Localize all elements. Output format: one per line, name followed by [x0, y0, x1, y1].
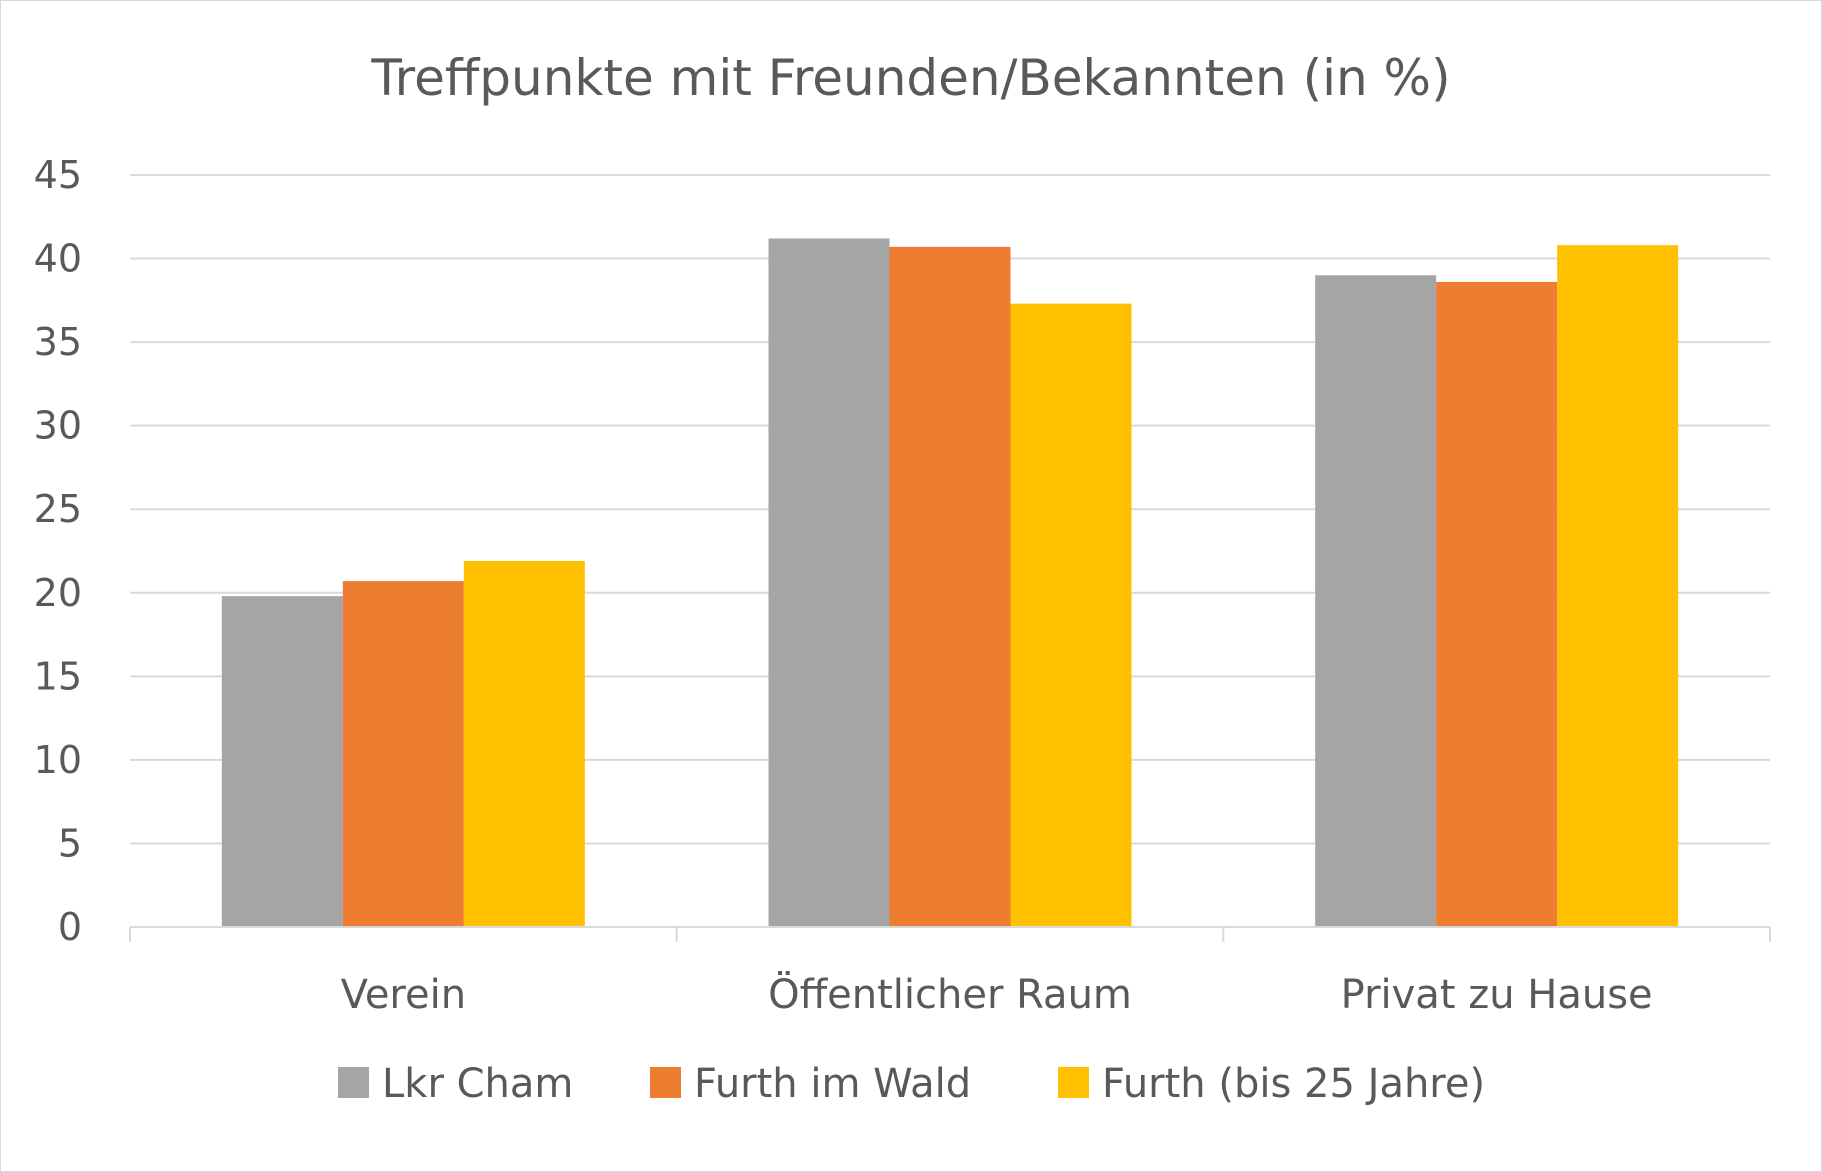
x-axis — [129, 926, 1771, 942]
bar — [1436, 281, 1558, 927]
y-tick-label: 15 — [34, 654, 82, 698]
x-category-label: Verein — [341, 972, 467, 1018]
y-axis-ticks: 0 5 10 15 20 25 30 35 40 45 — [34, 153, 82, 949]
bar — [1557, 245, 1679, 928]
legend: Lkr Cham Furth im Wald Furth (bis 25 Jahre… — [338, 1061, 1485, 1107]
y-tick-label: 40 — [34, 237, 82, 281]
bar — [342, 581, 464, 927]
bar — [1315, 275, 1437, 927]
y-tick-label: 5 — [58, 821, 82, 865]
bar — [768, 238, 890, 928]
legend-swatch — [338, 1067, 369, 1098]
y-tick-label: 45 — [34, 153, 82, 197]
x-category-label: Privat zu Hause — [1341, 972, 1653, 1018]
y-tick-label: 25 — [34, 487, 82, 531]
legend-label: Furth (bis 25 Jahre) — [1102, 1061, 1485, 1107]
bar — [889, 246, 1011, 927]
bar — [463, 561, 585, 927]
y-tick-label: 10 — [34, 738, 82, 782]
legend-label: Furth im Wald — [694, 1061, 971, 1107]
legend-swatch — [1058, 1067, 1089, 1098]
legend-swatch — [650, 1067, 681, 1098]
y-tick-label: 30 — [34, 404, 82, 448]
y-tick-label: 35 — [34, 320, 82, 364]
y-tick-label: 20 — [34, 571, 82, 615]
chart-title: Treffpunkte mit Freunden/Bekannten (in %… — [370, 49, 1450, 107]
x-category-label: Öffentlicher Raum — [768, 970, 1132, 1018]
x-axis-labels: Verein Öffentlicher Raum Privat zu Hause — [341, 970, 1653, 1018]
bar — [221, 596, 343, 927]
y-tick-label: 0 — [58, 905, 82, 949]
legend-label: Lkr Cham — [382, 1061, 573, 1107]
bar — [1010, 303, 1132, 928]
bars — [221, 238, 1679, 928]
